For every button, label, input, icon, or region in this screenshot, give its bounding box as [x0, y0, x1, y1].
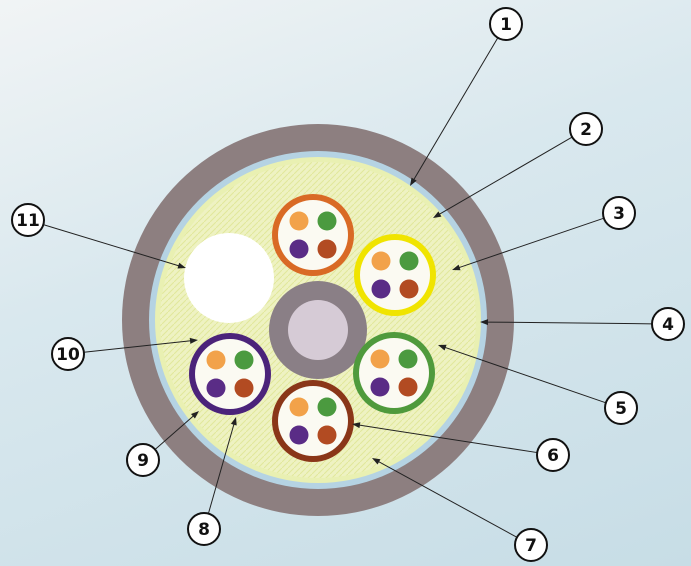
callout-number: 10: [56, 345, 80, 365]
callout-circle: [489, 7, 523, 41]
callout-circle: [604, 391, 638, 425]
leader-line-3: [457, 217, 605, 269]
callout-8: 8: [187, 512, 221, 546]
unit-brown-fiber-brown: [317, 425, 337, 445]
unit-brown: [272, 380, 354, 462]
leader-arrow-5: [438, 344, 447, 351]
leader-arrow-2: [433, 211, 442, 218]
callout-10: 10: [51, 337, 85, 371]
unit-green-fiber-purple: [370, 377, 390, 397]
unit-brown-fiber-orange: [289, 397, 309, 417]
unit-orange: [272, 194, 354, 276]
leader-line-8: [207, 422, 235, 514]
leader-line-7: [377, 460, 518, 538]
unit-green-fiber-brown: [398, 377, 418, 397]
unit-brown-core: [278, 386, 348, 456]
callout-4: 4: [651, 307, 685, 341]
callout-3: 3: [602, 196, 636, 230]
unit-yellow-fiber-orange: [371, 251, 391, 271]
leader-arrow-6: [352, 422, 361, 429]
unit-brown-fiber-purple: [289, 425, 309, 445]
leader-line-2: [437, 136, 573, 216]
callout-number: 4: [662, 315, 674, 335]
callout-circle: [514, 528, 548, 562]
callout-circle: [569, 112, 603, 146]
leader-arrow-11: [177, 262, 186, 269]
unit-brown-fiber-green: [317, 397, 337, 417]
leader-arrow-9: [191, 411, 199, 419]
callout-circle: [51, 337, 85, 371]
callout-number: 5: [615, 399, 627, 419]
unit-green-core: [359, 338, 429, 408]
leader-arrow-7: [372, 458, 381, 465]
leader-line-10: [83, 340, 193, 353]
callout-circle: [187, 512, 221, 546]
callout-5: 5: [604, 391, 638, 425]
leader-line-4: [485, 321, 653, 325]
leader-line-6: [357, 424, 538, 454]
unit-yellow-core: [360, 240, 430, 310]
callout-circle: [126, 443, 160, 477]
callout-number: 9: [137, 451, 149, 471]
callout-6: 6: [536, 438, 570, 472]
unit-orange-fiber-orange: [289, 211, 309, 231]
unit-yellow-fiber-green: [399, 251, 419, 271]
callout-number: 6: [547, 446, 559, 466]
callout-number: 2: [580, 120, 592, 140]
unit-purple-fiber-purple: [206, 378, 226, 398]
callout-number: 7: [525, 536, 537, 556]
unit-green: [353, 332, 435, 414]
callout-2: 2: [569, 112, 603, 146]
callout-11: 11: [11, 203, 45, 237]
filler-rod: [184, 233, 274, 323]
unit-purple-fiber-green: [234, 350, 254, 370]
unit-yellow-fiber-purple: [371, 279, 391, 299]
unit-orange-core: [278, 200, 348, 270]
unit-yellow: [354, 234, 436, 316]
unit-orange-fiber-brown: [317, 239, 337, 259]
leader-line-5: [443, 346, 607, 404]
callout-1: 1: [489, 7, 523, 41]
unit-yellow-fiber-brown: [399, 279, 419, 299]
callout-number: 3: [613, 204, 625, 224]
leader-arrow-10: [189, 337, 198, 344]
leader-line-11: [43, 224, 181, 267]
callout-9: 9: [126, 443, 160, 477]
central-member-inner: [288, 300, 348, 360]
leader-arrow-4: [480, 319, 489, 326]
callout-circle: [602, 196, 636, 230]
callout-number: 1: [500, 15, 512, 35]
leader-arrow-8: [230, 417, 237, 426]
unit-green-fiber-green: [398, 349, 418, 369]
unit-orange-fiber-green: [317, 211, 337, 231]
callout-circle: [11, 203, 45, 237]
callout-number: 11: [16, 211, 40, 231]
leader-arrow-3: [452, 264, 461, 271]
leader-line-9: [154, 414, 195, 450]
unit-purple: [189, 333, 271, 415]
unit-purple-core: [195, 339, 265, 409]
unit-purple-fiber-brown: [234, 378, 254, 398]
callout-number: 8: [198, 520, 210, 540]
callout-circle: [651, 307, 685, 341]
leader-arrow-1: [410, 177, 417, 186]
unit-green-fiber-orange: [370, 349, 390, 369]
callout-7: 7: [514, 528, 548, 562]
leader-line-1: [412, 37, 499, 182]
unit-purple-fiber-orange: [206, 350, 226, 370]
unit-orange-fiber-purple: [289, 239, 309, 259]
callout-circle: [536, 438, 570, 472]
